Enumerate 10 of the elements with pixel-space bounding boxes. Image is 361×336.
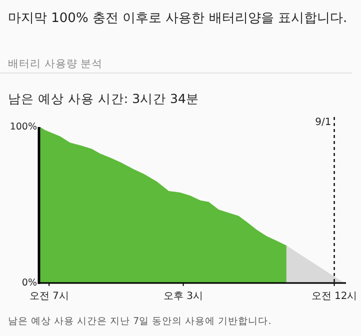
x-tick-label: 오후 3시 [164, 291, 204, 302]
text: 남은 예상 사용 시간: 3시간 34분 [8, 91, 199, 106]
chart-title: 마지막 100% 충전 이후로 사용한 배터리양을 표시합니다. [8, 11, 348, 26]
x-tick-label: 오전 12시 [311, 291, 358, 302]
y-tick-label: 100% [10, 122, 37, 132]
chart-subtitle: 배터리 사용량 분석 [8, 58, 103, 70]
y-tick-label: 0% [22, 278, 37, 288]
text: 남은 예상 사용 시간은 지난 7일 동안의 사용에 기반합니다. [8, 316, 272, 327]
x-tick-label: 오전 7시 [29, 291, 69, 302]
ref-line-label: 9/1 [315, 117, 332, 128]
